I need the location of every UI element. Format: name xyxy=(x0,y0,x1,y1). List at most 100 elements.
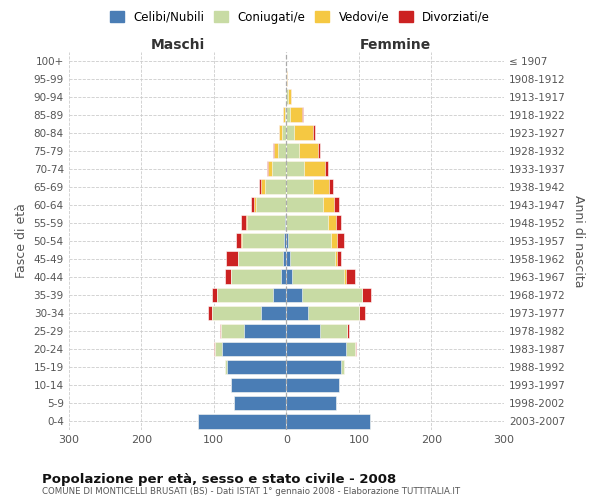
Bar xyxy=(261,306,286,320)
Bar xyxy=(226,270,286,284)
Bar xyxy=(212,306,286,320)
Bar xyxy=(286,180,329,194)
Bar xyxy=(286,414,370,428)
Bar xyxy=(241,216,286,230)
Bar xyxy=(231,270,286,284)
Bar xyxy=(272,162,286,176)
Bar xyxy=(198,414,286,428)
Bar xyxy=(286,378,338,392)
Bar xyxy=(247,216,286,230)
Bar xyxy=(286,162,328,176)
Bar xyxy=(212,288,286,302)
Bar xyxy=(286,306,365,320)
Bar xyxy=(286,342,355,356)
Bar xyxy=(286,107,302,122)
Bar xyxy=(286,396,335,410)
Text: Femmine: Femmine xyxy=(359,38,431,52)
Bar xyxy=(286,396,335,410)
Bar xyxy=(286,360,344,374)
Bar xyxy=(286,414,370,428)
Bar xyxy=(286,216,328,230)
Bar xyxy=(286,288,362,302)
Bar xyxy=(283,252,286,266)
Bar xyxy=(220,324,286,338)
Bar xyxy=(285,216,286,230)
Bar xyxy=(286,234,288,248)
Bar xyxy=(198,414,286,428)
Bar xyxy=(286,324,347,338)
Bar xyxy=(227,360,286,374)
Bar xyxy=(286,252,337,266)
Bar xyxy=(286,288,362,302)
Bar xyxy=(286,144,320,158)
Bar xyxy=(286,324,349,338)
Bar xyxy=(265,180,286,194)
Bar xyxy=(245,216,286,230)
Bar xyxy=(286,342,355,356)
Bar xyxy=(281,270,286,284)
Bar xyxy=(284,234,286,248)
Bar xyxy=(214,342,286,356)
Bar xyxy=(286,89,288,104)
Bar xyxy=(286,288,371,302)
Bar xyxy=(286,270,344,284)
Bar xyxy=(286,125,314,140)
Bar xyxy=(286,378,338,392)
Bar xyxy=(231,378,286,392)
Y-axis label: Fasce di età: Fasce di età xyxy=(15,204,28,279)
Bar xyxy=(286,306,359,320)
Bar xyxy=(286,414,370,428)
Bar xyxy=(286,162,325,176)
Bar xyxy=(286,107,303,122)
Bar xyxy=(286,270,346,284)
Bar xyxy=(242,234,286,248)
Bar xyxy=(221,324,286,338)
Bar xyxy=(286,378,338,392)
Bar xyxy=(279,125,286,140)
Bar xyxy=(286,180,313,194)
Bar xyxy=(198,414,286,428)
Bar xyxy=(286,216,335,230)
Bar xyxy=(286,414,370,428)
Bar xyxy=(226,360,286,374)
Bar xyxy=(286,216,341,230)
Bar xyxy=(273,288,286,302)
Bar xyxy=(286,198,338,212)
Bar xyxy=(286,324,320,338)
Bar xyxy=(286,180,333,194)
Bar xyxy=(236,234,286,248)
Bar xyxy=(286,162,304,176)
Bar xyxy=(226,360,286,374)
Bar xyxy=(283,107,286,122)
Y-axis label: Anni di nascita: Anni di nascita xyxy=(572,194,585,287)
Bar xyxy=(286,252,290,266)
Bar xyxy=(283,107,286,122)
Bar xyxy=(241,234,286,248)
Bar xyxy=(279,125,286,140)
Bar xyxy=(286,125,293,140)
Bar xyxy=(286,342,346,356)
Bar xyxy=(234,396,286,410)
Bar xyxy=(268,162,286,176)
Bar xyxy=(286,234,337,248)
Bar xyxy=(223,342,286,356)
Bar xyxy=(273,144,286,158)
Legend: Celibi/Nubili, Coniugati/e, Vedovi/e, Divorziati/e: Celibi/Nubili, Coniugati/e, Vedovi/e, Di… xyxy=(105,6,495,28)
Bar xyxy=(198,414,286,428)
Bar xyxy=(231,378,286,392)
Bar xyxy=(286,270,355,284)
Bar xyxy=(244,324,286,338)
Bar xyxy=(226,252,286,266)
Text: Popolazione per età, sesso e stato civile - 2008: Popolazione per età, sesso e stato civil… xyxy=(42,472,396,486)
Bar xyxy=(286,396,335,410)
Bar xyxy=(221,324,286,338)
Bar xyxy=(217,288,286,302)
Bar xyxy=(286,234,331,248)
Bar xyxy=(286,71,287,86)
Bar xyxy=(286,89,292,104)
Bar xyxy=(217,288,286,302)
Bar xyxy=(286,89,292,104)
Bar xyxy=(238,252,286,266)
Bar xyxy=(215,342,286,356)
Bar xyxy=(231,270,286,284)
